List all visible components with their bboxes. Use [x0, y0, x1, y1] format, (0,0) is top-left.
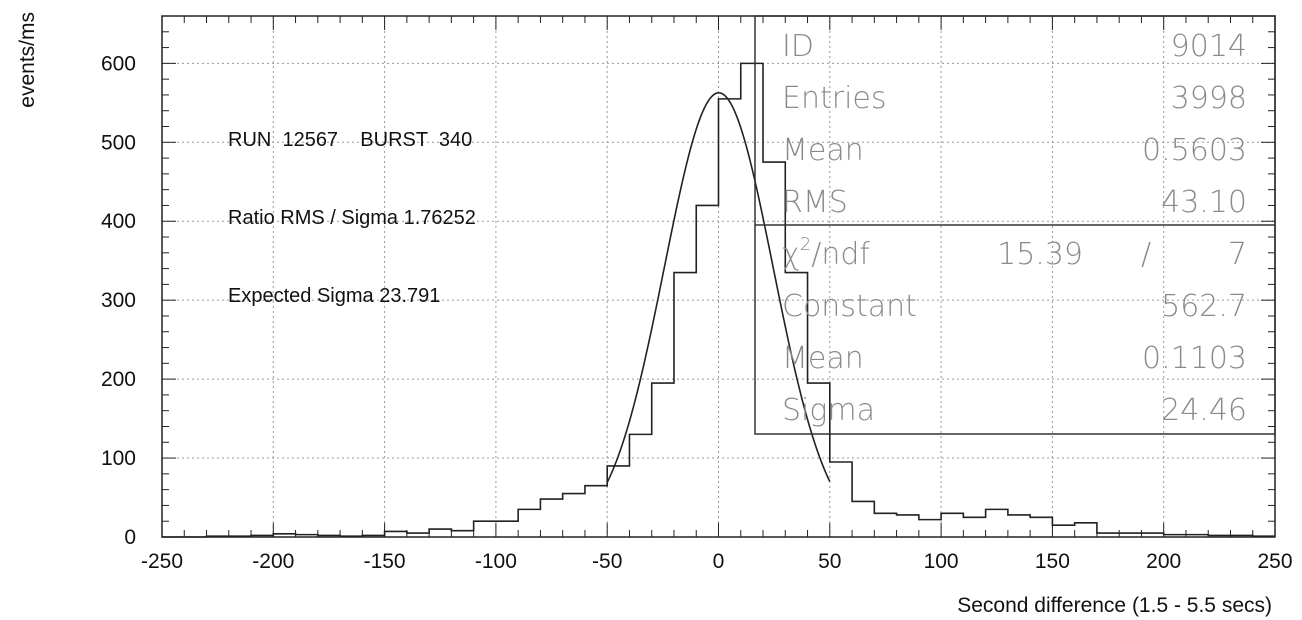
stats-box: ID 9014 Entries 3998 Mean 0.5603 RMS 43.… — [754, 15, 1276, 435]
y-tick-label: 200 — [101, 368, 136, 391]
histogram-bin — [852, 501, 874, 537]
histogram-bin — [986, 509, 1008, 537]
x-axis-title: Second difference (1.5 - 5.5 secs) — [957, 594, 1272, 617]
stats-label-mean: Mean — [782, 133, 864, 168]
y-tick-label: 300 — [101, 289, 136, 312]
x-tick-label: 150 — [1035, 550, 1070, 573]
gaussian-fit — [606, 92, 831, 483]
histogram-bin — [1075, 523, 1097, 537]
x-tick-label: 50 — [818, 550, 841, 573]
histogram-bin — [830, 462, 852, 537]
x-tick-label: -150 — [364, 550, 406, 573]
annotation-run-burst: RUN 12567 BURST 340 — [228, 129, 472, 151]
stats-value-mean: 0.5603 — [1142, 133, 1247, 168]
histogram-bin — [563, 494, 585, 537]
histogram-bin — [429, 529, 451, 537]
histogram-bin — [585, 486, 607, 537]
y-tick-label: 500 — [101, 131, 136, 154]
annotation-expected-sigma: Expected Sigma 23.791 — [228, 285, 440, 307]
x-tick-labels: -250 -200 -150 -100 -50 0 50 100 150 200 250 — [141, 550, 1293, 573]
histogram-bin — [874, 513, 896, 537]
stats-value-ndf: 7 — [1228, 237, 1247, 272]
x-tick-label: 200 — [1146, 550, 1181, 573]
stats-slash: / — [1141, 237, 1151, 272]
histogram-bin — [1008, 515, 1030, 537]
x-tick-label: -200 — [252, 550, 294, 573]
y-tick-label: 400 — [101, 210, 136, 233]
stats-label-entries: Entries — [782, 81, 887, 116]
annotation-ratio: Ratio RMS / Sigma 1.76252 — [228, 207, 476, 229]
gaussian-fit-line — [606, 92, 831, 483]
stats-value-id: 9014 — [1171, 29, 1247, 64]
stats-label-id: ID — [782, 29, 814, 64]
histogram-bin — [941, 513, 963, 537]
histogram-bin — [496, 521, 518, 537]
histogram-bin — [385, 531, 407, 537]
stats-value-entries: 3998 — [1171, 81, 1247, 116]
histogram-bin — [1052, 525, 1074, 537]
x-tick-label: -50 — [592, 550, 622, 573]
x-tick-label: 0 — [713, 550, 725, 573]
stats-value-constant: 562.7 — [1161, 289, 1247, 324]
stats-value-sigma: 24.46 — [1161, 393, 1247, 428]
x-tick-label: -250 — [141, 550, 183, 573]
stats-label-sigma: Sigma — [782, 393, 875, 428]
x-tick-label: 250 — [1257, 550, 1292, 573]
grid-lines — [162, 16, 1275, 537]
histogram-bin — [919, 520, 941, 537]
histogram-bin — [474, 521, 496, 537]
stats-label-rms: RMS — [782, 185, 848, 220]
axis-ticks — [161, 15, 1276, 538]
y-tick-label: 0 — [124, 526, 136, 549]
histogram-bin — [696, 205, 718, 537]
ndf-label: /ndf — [811, 237, 870, 272]
stats-value-fit-mean: 0.1103 — [1142, 341, 1247, 376]
histogram-bin — [741, 63, 763, 537]
y-axis-title: events/ms — [16, 12, 39, 108]
stats-label-chi2-ndf: χ2/ndf — [782, 234, 870, 272]
histogram-bin — [963, 517, 985, 537]
histogram-bin — [518, 509, 540, 537]
histogram-bin — [652, 383, 674, 537]
histogram-bin — [629, 434, 651, 537]
stats-value-chi2: 15.39 — [997, 237, 1083, 272]
stats-value-rms: 43.10 — [1161, 185, 1247, 220]
x-tick-label: 100 — [924, 550, 959, 573]
stats-label-constant: Constant — [782, 289, 917, 324]
histogram-bin — [674, 273, 696, 537]
histogram-bin — [897, 515, 919, 537]
histogram-bin — [1030, 517, 1052, 537]
x-tick-label: -100 — [475, 550, 517, 573]
y-tick-labels: 0 100 200 300 400 500 600 — [101, 52, 136, 549]
histogram-bin — [451, 531, 473, 537]
y-tick-label: 600 — [101, 52, 136, 75]
histogram-bin — [540, 499, 562, 537]
chi-symbol: χ — [782, 237, 800, 272]
stats-label-fit-mean: Mean — [782, 341, 864, 376]
histogram-bin — [719, 99, 741, 537]
chi-superscript: 2 — [800, 234, 811, 255]
y-tick-label: 100 — [101, 447, 136, 470]
